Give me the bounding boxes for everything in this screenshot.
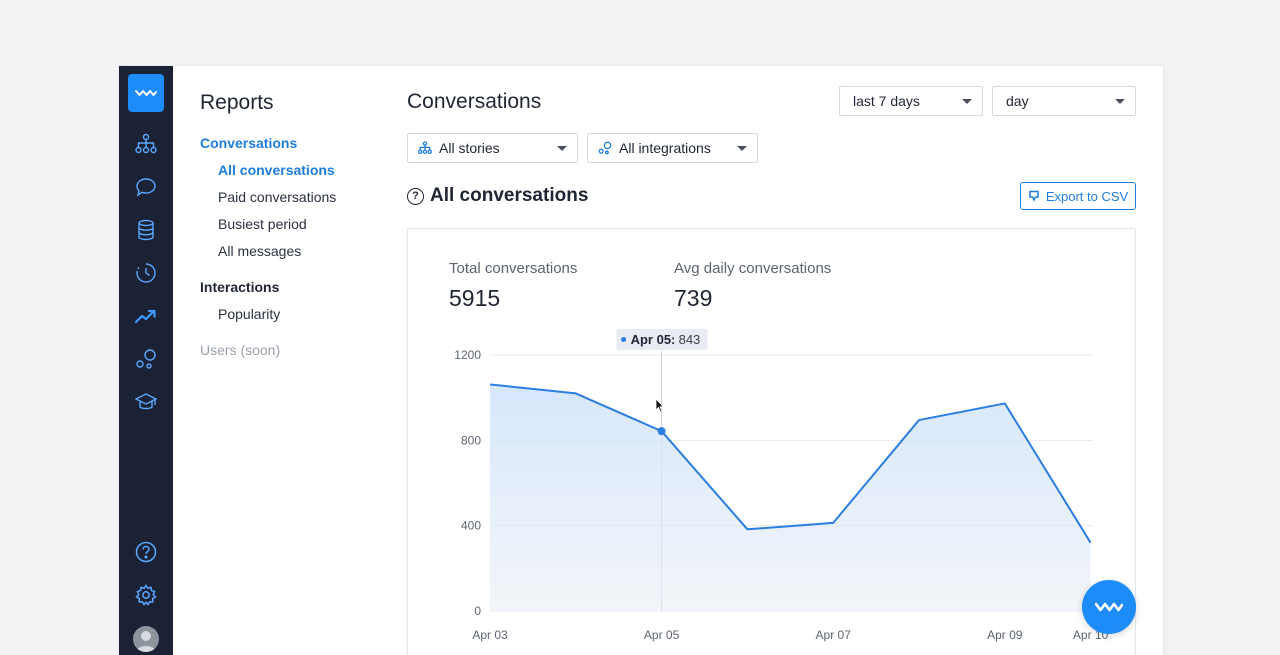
subnav-title: Reports xyxy=(200,91,274,114)
history-icon[interactable] xyxy=(134,261,158,285)
mouse-cursor-icon xyxy=(655,398,665,419)
stories-select[interactable]: All stories xyxy=(407,133,578,163)
x-tick-label: Apr 07 xyxy=(816,628,852,642)
stat-total: Total conversations 5915 xyxy=(449,260,577,312)
y-tick-label: 400 xyxy=(461,519,481,533)
integrations-icon[interactable] xyxy=(134,347,158,371)
range-select[interactable]: last 7 days xyxy=(839,86,983,116)
range-select-value: last 7 days xyxy=(853,93,920,109)
stories-icon[interactable] xyxy=(134,132,158,156)
stories-icon xyxy=(418,141,432,155)
main-content: Conversations last 7 days day All storie… xyxy=(407,66,1163,655)
academy-icon[interactable] xyxy=(134,390,158,414)
subnav-item-all-conversations[interactable]: All conversations xyxy=(218,162,335,178)
data-point xyxy=(657,427,666,436)
stories-select-value: All stories xyxy=(439,140,500,156)
granularity-select-value: day xyxy=(1006,93,1029,109)
chevron-down-icon xyxy=(1115,98,1125,104)
x-tick-label: Apr 05 xyxy=(644,628,680,642)
help-icon[interactable] xyxy=(134,540,158,564)
avatar[interactable] xyxy=(133,626,159,652)
logo-wave-icon xyxy=(1095,602,1123,612)
integrations-select[interactable]: All integrations xyxy=(587,133,758,163)
download-icon xyxy=(1028,190,1040,202)
app-window: Reports Conversations All conversations … xyxy=(119,66,1163,655)
database-icon[interactable] xyxy=(134,218,158,242)
subnav-item-busiest-period[interactable]: Busiest period xyxy=(218,216,307,232)
section-title: ? All conversations xyxy=(407,185,588,207)
tooltip-dot xyxy=(621,337,627,342)
tooltip-label: Apr 05: xyxy=(631,332,676,347)
reports-trend-icon[interactable] xyxy=(134,304,158,328)
chat-icon[interactable] xyxy=(134,175,158,199)
subnav-item-users: Users (soon) xyxy=(200,342,281,358)
section-title-text: All conversations xyxy=(430,185,589,206)
export-csv-label: Export to CSV xyxy=(1045,188,1129,204)
subnav-item-all-messages[interactable]: All messages xyxy=(218,243,302,259)
chart-card: Total conversations 5915 Avg daily conve… xyxy=(407,228,1136,655)
integrations-icon xyxy=(598,141,612,155)
chat-launcher-button[interactable] xyxy=(1082,580,1136,634)
y-tick-label: 0 xyxy=(474,604,481,618)
integrations-select-value: All integrations xyxy=(619,140,711,156)
icon-rail xyxy=(119,66,173,655)
stat-total-value: 5915 xyxy=(449,285,501,311)
chevron-down-icon xyxy=(737,145,747,151)
granularity-select[interactable]: day xyxy=(992,86,1136,116)
subnav-group-interactions[interactable]: Interactions xyxy=(200,279,280,295)
x-tick-label: Apr 09 xyxy=(987,628,1023,642)
settings-icon[interactable] xyxy=(134,583,158,607)
stat-avg: Avg daily conversations 739 xyxy=(674,260,831,312)
stat-total-label: Total conversations xyxy=(449,260,578,277)
chevron-down-icon xyxy=(962,98,972,104)
subnav-item-popularity[interactable]: Popularity xyxy=(218,306,281,322)
page-title: Conversations xyxy=(407,90,542,113)
x-tick-label: Apr 03 xyxy=(472,628,508,642)
stat-avg-label: Avg daily conversations xyxy=(674,260,832,277)
y-tick-label: 1200 xyxy=(454,348,481,362)
reports-subnav: Reports Conversations All conversations … xyxy=(173,66,385,655)
chevron-down-icon xyxy=(557,145,567,151)
tooltip-box xyxy=(616,329,708,350)
series-line xyxy=(489,383,1092,544)
logo-wave-icon[interactable] xyxy=(128,74,164,112)
export-csv-button[interactable]: Export to CSV xyxy=(1020,182,1136,210)
tooltip-value: 843 xyxy=(679,332,701,347)
series-area xyxy=(490,384,1091,611)
subnav-group-conversations[interactable]: Conversations xyxy=(200,135,298,151)
stat-avg-value: 739 xyxy=(674,285,713,311)
y-tick-label: 800 xyxy=(461,433,481,447)
subnav-item-paid-conversations[interactable]: Paid conversations xyxy=(218,189,337,205)
question-icon[interactable]: ? xyxy=(407,187,424,205)
